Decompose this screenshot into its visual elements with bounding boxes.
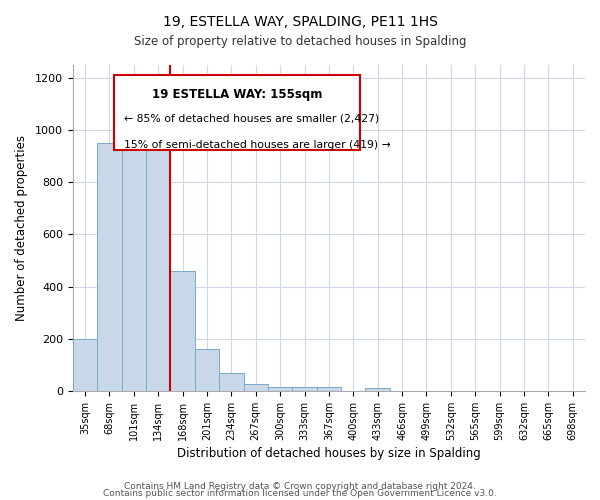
- Bar: [219, 372, 244, 391]
- Bar: [292, 387, 317, 391]
- Text: 15% of semi-detached houses are larger (419) →: 15% of semi-detached houses are larger (…: [124, 140, 391, 150]
- Text: Size of property relative to detached houses in Spalding: Size of property relative to detached ho…: [134, 35, 466, 48]
- Text: Contains HM Land Registry data © Crown copyright and database right 2024.: Contains HM Land Registry data © Crown c…: [124, 482, 476, 491]
- Bar: [97, 143, 122, 391]
- Y-axis label: Number of detached properties: Number of detached properties: [15, 135, 28, 321]
- Bar: [195, 349, 219, 391]
- Bar: [268, 387, 292, 391]
- FancyBboxPatch shape: [114, 75, 359, 150]
- Bar: [365, 388, 390, 391]
- X-axis label: Distribution of detached houses by size in Spalding: Distribution of detached houses by size …: [177, 447, 481, 460]
- Text: 19, ESTELLA WAY, SPALDING, PE11 1HS: 19, ESTELLA WAY, SPALDING, PE11 1HS: [163, 15, 437, 29]
- Text: ← 85% of detached houses are smaller (2,427): ← 85% of detached houses are smaller (2,…: [124, 114, 379, 124]
- Bar: [122, 143, 146, 391]
- Bar: [244, 384, 268, 391]
- Bar: [73, 339, 97, 391]
- Text: Contains public sector information licensed under the Open Government Licence v3: Contains public sector information licen…: [103, 490, 497, 498]
- Bar: [146, 143, 170, 391]
- Text: 19 ESTELLA WAY: 155sqm: 19 ESTELLA WAY: 155sqm: [152, 88, 322, 101]
- Bar: [170, 271, 195, 391]
- Bar: [317, 387, 341, 391]
